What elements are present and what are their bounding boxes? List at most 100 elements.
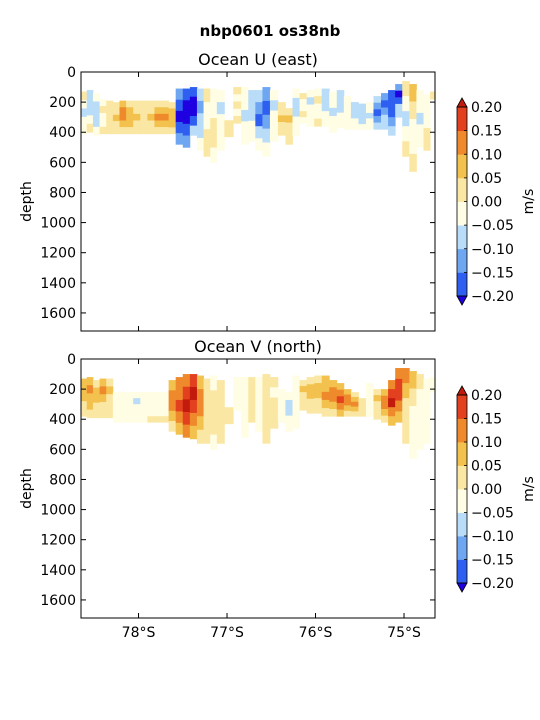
data-cell xyxy=(248,404,256,414)
data-cell xyxy=(203,129,211,144)
data-cell xyxy=(175,388,184,401)
data-cell xyxy=(388,126,396,136)
colorbar: −0.20 −0.15 −0.10 −0.05 0.00 0.05 0.10 0.15 0.20… xyxy=(456,97,537,306)
data-cell xyxy=(189,425,198,440)
x-tick-label: 77°S xyxy=(210,625,244,641)
data-cell xyxy=(99,386,107,395)
data-cell xyxy=(358,118,367,125)
data-cell xyxy=(182,100,191,113)
data-cell xyxy=(224,133,234,138)
data-cell xyxy=(182,135,191,148)
data-cell xyxy=(106,409,114,419)
data-cell xyxy=(423,94,431,107)
data-cell xyxy=(430,94,436,97)
data-cell xyxy=(416,434,424,450)
colorbar-band xyxy=(457,559,467,584)
data-cell xyxy=(350,118,359,125)
data-cell xyxy=(423,378,431,392)
data-cell xyxy=(285,115,293,123)
data-cell xyxy=(381,100,389,108)
data-cell xyxy=(233,403,242,411)
data-cell xyxy=(203,115,211,130)
data-cell xyxy=(409,423,417,442)
colorbar-band xyxy=(457,201,467,226)
data-cell xyxy=(350,396,359,403)
data-cell xyxy=(299,111,308,118)
data-cell xyxy=(343,115,352,123)
data-cell xyxy=(358,113,367,120)
colorbar-extend-min xyxy=(456,582,468,593)
data-cell xyxy=(210,419,218,435)
data-cell xyxy=(147,410,155,417)
data-cell xyxy=(147,113,155,121)
data-cell xyxy=(233,396,242,404)
data-cell xyxy=(255,398,263,410)
data-cell xyxy=(269,418,279,429)
data-cell xyxy=(126,107,134,115)
data-cell xyxy=(126,120,134,128)
data-cell xyxy=(112,410,120,417)
data-cell xyxy=(336,389,345,397)
data-cell xyxy=(203,417,211,431)
data-cell xyxy=(133,416,141,423)
data-cell xyxy=(395,103,403,111)
data-cell xyxy=(262,401,271,417)
data-cell xyxy=(306,405,315,414)
data-cell xyxy=(154,107,162,115)
panel-title: Ocean V (north) xyxy=(194,337,322,356)
colorbar-extend-max xyxy=(456,385,468,396)
data-cell xyxy=(402,368,410,384)
colorbar-extend-min xyxy=(456,295,468,306)
data-cell xyxy=(373,122,382,130)
data-cell xyxy=(358,405,367,410)
colorbar-tick-label: −0.10 xyxy=(471,529,514,545)
data-cell xyxy=(161,100,170,108)
data-cell xyxy=(147,107,155,115)
data-cell xyxy=(161,113,170,121)
data-cell xyxy=(388,416,396,426)
data-cell xyxy=(154,404,162,411)
data-cell xyxy=(99,378,107,387)
y-tick-label: 600 xyxy=(49,442,76,458)
data-cell xyxy=(423,417,431,431)
data-cell xyxy=(203,142,211,157)
data-cell xyxy=(277,108,286,116)
data-cell xyxy=(189,115,198,127)
colorbar-band xyxy=(457,489,467,513)
data-cell xyxy=(277,408,286,417)
data-cell xyxy=(224,407,234,411)
plot-frame xyxy=(80,358,436,619)
data-cell xyxy=(168,102,177,109)
y-axis-label: depth xyxy=(19,181,35,222)
data-cell xyxy=(329,124,338,133)
data-cell xyxy=(106,394,114,403)
data-cell xyxy=(336,120,345,129)
colorbar-tick-label: 0.20 xyxy=(471,100,502,116)
data-cell xyxy=(299,386,308,393)
colorbar-tick-label: 0.05 xyxy=(471,459,502,475)
plot-frame xyxy=(80,71,436,332)
data-cell xyxy=(262,87,271,102)
data-cell xyxy=(336,409,345,417)
data-cell xyxy=(430,91,436,94)
data-cell xyxy=(126,410,134,417)
panel-2: Ocean V (north) 0 200 400 600 800 1000 1200 1400… xyxy=(19,337,537,641)
data-cell xyxy=(119,113,127,121)
data-cell xyxy=(196,375,204,390)
data-cell xyxy=(255,387,263,400)
data-cell xyxy=(373,389,382,396)
data-cell xyxy=(321,118,330,127)
data-cell xyxy=(140,398,148,405)
data-cell xyxy=(350,112,359,119)
data-cell xyxy=(112,108,120,116)
data-cell xyxy=(203,378,211,392)
data-cell xyxy=(161,392,170,399)
data-cell xyxy=(350,411,359,417)
data-cell xyxy=(168,390,177,401)
data-cell xyxy=(416,389,424,405)
data-cell xyxy=(196,137,204,151)
data-cell xyxy=(285,415,293,424)
data-cell xyxy=(409,118,417,137)
data-cell xyxy=(92,109,100,119)
